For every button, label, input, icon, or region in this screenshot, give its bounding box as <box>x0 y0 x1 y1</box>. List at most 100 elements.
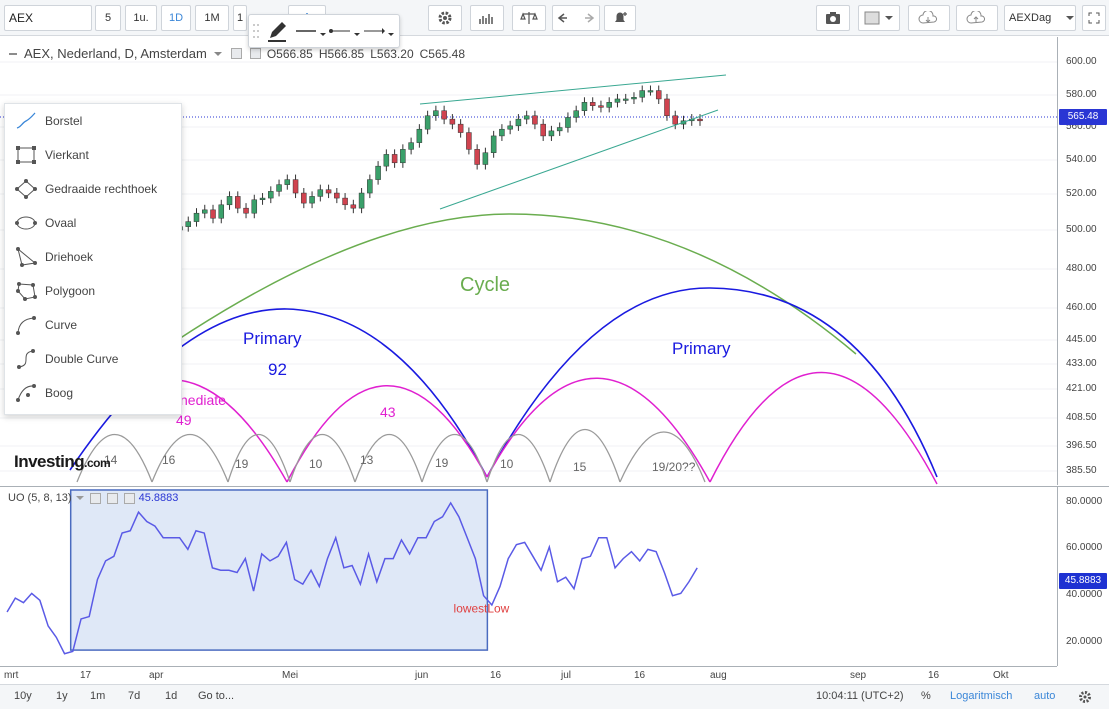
menu-item-double-curve[interactable]: Double Curve <box>5 342 181 376</box>
load-layout-button[interactable] <box>908 5 950 31</box>
legend-title: AEX, Nederland, D, Amsterdam <box>24 46 207 61</box>
rectangle-icon <box>16 146 36 164</box>
goto-button[interactable]: Go to... <box>198 690 235 702</box>
collapse-icon[interactable] <box>8 49 18 59</box>
upper-trendline[interactable] <box>419 74 727 105</box>
screenshot-button[interactable] <box>816 5 850 31</box>
save-layout-button[interactable] <box>956 5 998 31</box>
legend-low: L563.20 <box>370 46 414 61</box>
menu-item-boog[interactable]: Boog <box>5 376 181 410</box>
uo-indicator-panel[interactable]: lowestLow <box>0 486 1109 666</box>
intermediate-arc-4[interactable] <box>709 371 938 485</box>
chart-style-button[interactable] <box>858 5 900 31</box>
menu-item-ovaal[interactable]: Ovaal <box>5 206 181 240</box>
candle-body <box>606 102 612 108</box>
legend-settings-icon[interactable] <box>230 48 242 59</box>
candle-body <box>449 118 456 125</box>
candle-body <box>664 98 670 117</box>
menu-item-borstel[interactable]: Borstel <box>5 104 181 138</box>
indicators-button[interactable] <box>470 5 504 31</box>
candle-body <box>325 189 332 194</box>
timeframe-1u[interactable]: 1u. <box>125 5 157 31</box>
candle-body <box>292 179 299 194</box>
candle-body <box>391 154 398 164</box>
compare-button[interactable] <box>512 5 546 31</box>
time-tick-label: Okt <box>993 670 1009 681</box>
price-axis[interactable]: 600.00 580.00 560.00 540.00 520.00 500.00 480.… <box>1057 37 1109 485</box>
drag-handle-icon[interactable] <box>252 21 260 41</box>
svg-text:10: 10 <box>500 457 514 471</box>
uo-chevron-icon[interactable] <box>75 495 84 501</box>
candle-body <box>284 179 291 185</box>
primary-arc-right[interactable] <box>486 287 938 478</box>
uo-line <box>6 501 698 655</box>
legend-high: H566.85 <box>318 46 365 61</box>
timeframe-1[interactable]: 1 <box>233 5 247 31</box>
svg-text:19: 19 <box>435 456 449 470</box>
uo-value: 45.8883 <box>138 492 179 504</box>
symbol-input[interactable] <box>4 5 92 31</box>
legend-hide-icon[interactable] <box>249 48 261 59</box>
fullscreen-button[interactable] <box>1082 5 1106 31</box>
auto-toggle[interactable]: auto <box>1034 690 1056 702</box>
uo-hide-icon[interactable] <box>106 492 118 504</box>
range-1m[interactable]: 1m <box>90 690 106 702</box>
bar-chart-icon <box>479 14 493 24</box>
candle-body <box>408 142 414 150</box>
uo-tick-label: 40.0000 <box>1066 589 1103 600</box>
time-tick-label: 16 <box>634 670 646 681</box>
price-tick-label: 385.50 <box>1066 465 1097 476</box>
undo-redo-icon[interactable] <box>556 11 596 25</box>
intermediate-number-mid: 43 <box>380 404 396 420</box>
alert-button[interactable] <box>604 5 636 31</box>
legend-chevron-icon[interactable] <box>213 50 223 58</box>
pencil-icon[interactable] <box>264 18 290 44</box>
candle-body <box>383 154 390 167</box>
timeframe-1d[interactable]: 1D <box>161 5 191 31</box>
legend-open: O566.85 <box>266 46 313 61</box>
highlight-rectangle[interactable] <box>69 489 489 651</box>
svg-text:14: 14 <box>104 453 118 467</box>
scales-icon <box>520 12 538 24</box>
double-curve-icon <box>17 349 35 369</box>
line-end-icon[interactable] <box>328 21 362 41</box>
menu-item-driehoek[interactable]: Driehoek <box>5 240 181 274</box>
uo-close-icon[interactable] <box>123 492 135 504</box>
ellipse-icon <box>15 216 37 230</box>
arrow-end-icon[interactable] <box>362 21 396 41</box>
time-axis[interactable]: mrt 17 apr Mei jun 16 jul 16 aug sep 16 Okt <box>0 666 1057 684</box>
time-tick-label: 17 <box>80 670 92 681</box>
timeframe-5[interactable]: 5 <box>95 5 121 31</box>
camera-icon <box>826 12 840 24</box>
curve-icon <box>16 316 36 335</box>
candle-body <box>251 199 258 214</box>
percent-toggle[interactable]: % <box>921 690 931 702</box>
menu-item-polygoon[interactable]: Polygoon <box>5 274 181 308</box>
line-style-icon[interactable] <box>294 21 328 41</box>
range-10y[interactable]: 10y <box>14 690 32 702</box>
log-toggle[interactable]: Logaritmisch <box>950 690 1013 702</box>
range-1d[interactable]: 1d <box>165 690 178 702</box>
timeframe-1m[interactable]: 1M <box>195 5 229 31</box>
chart-name-select[interactable]: AEXDag <box>1004 5 1076 31</box>
range-1y[interactable]: 1y <box>56 690 68 702</box>
candle-body <box>581 102 588 111</box>
candle-body <box>276 184 282 192</box>
uo-settings-icon[interactable] <box>89 492 101 504</box>
settings-button[interactable] <box>428 5 462 31</box>
menu-item-gedraaide-rechthoek[interactable]: Gedraaide rechthoek <box>5 172 181 206</box>
lower-trendline[interactable] <box>439 109 719 210</box>
menu-item-vierkant[interactable]: Vierkant <box>5 138 181 172</box>
gear-icon[interactable] <box>1078 690 1092 704</box>
price-tick-label: 520.00 <box>1066 188 1097 199</box>
price-tick-label: 396.50 <box>1066 440 1097 451</box>
cycle-arc[interactable] <box>109 213 857 388</box>
intermediate-arc-3[interactable] <box>486 377 711 483</box>
menu-item-curve[interactable]: Curve <box>5 308 181 342</box>
candle-body <box>243 207 249 214</box>
candle-body <box>301 192 307 204</box>
uo-axis[interactable]: 80.0000 60.0000 40.0000 20.0000 45.8883 <box>1057 486 1109 666</box>
svg-text:19/20??: 19/20?? <box>652 460 696 474</box>
range-7d[interactable]: 7d <box>128 690 141 702</box>
candle-body <box>589 102 596 106</box>
